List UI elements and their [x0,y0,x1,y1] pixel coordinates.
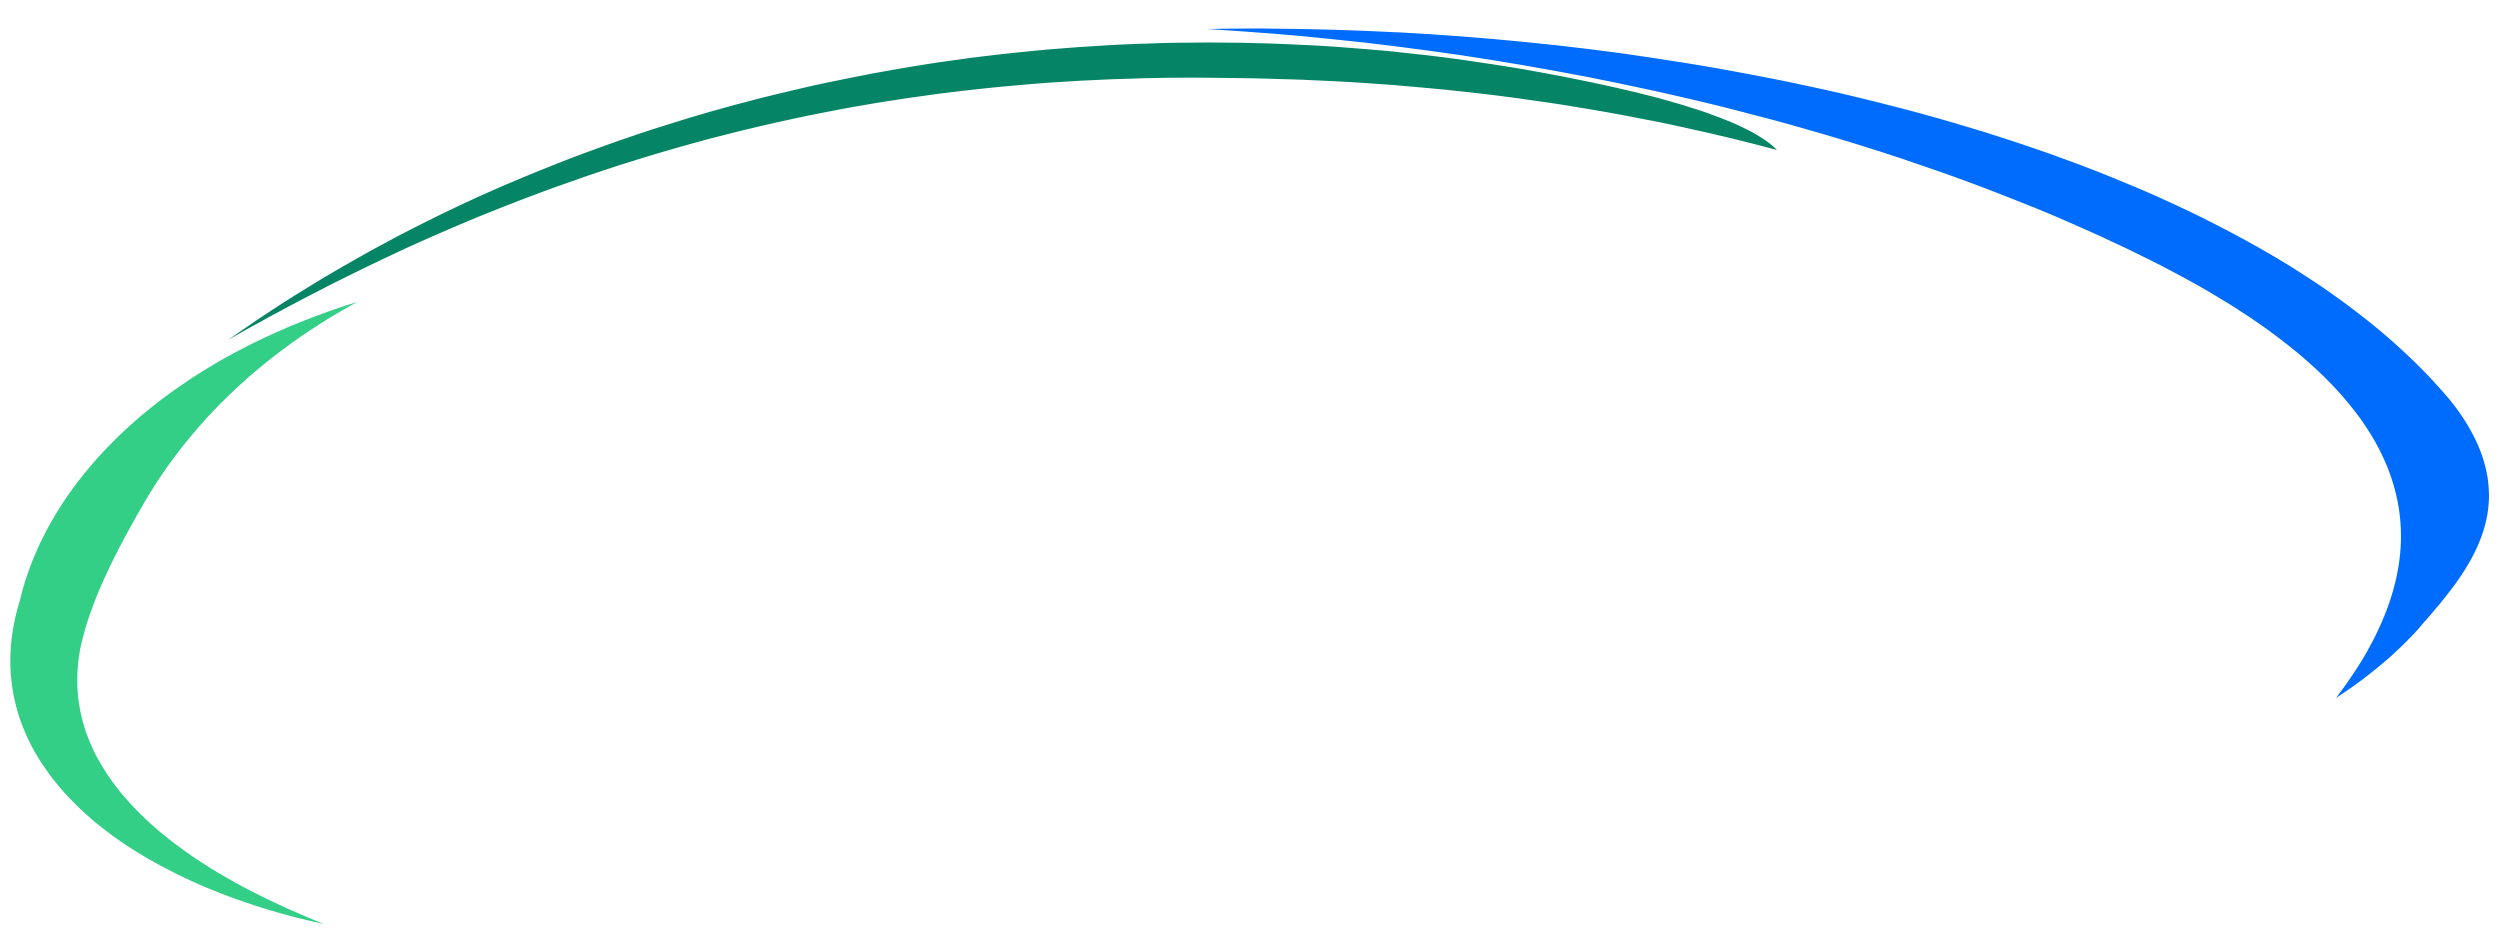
blue-swoosh [1207,28,2489,698]
light-green-swoosh [10,302,358,924]
dark-green-swoosh [228,42,1777,340]
